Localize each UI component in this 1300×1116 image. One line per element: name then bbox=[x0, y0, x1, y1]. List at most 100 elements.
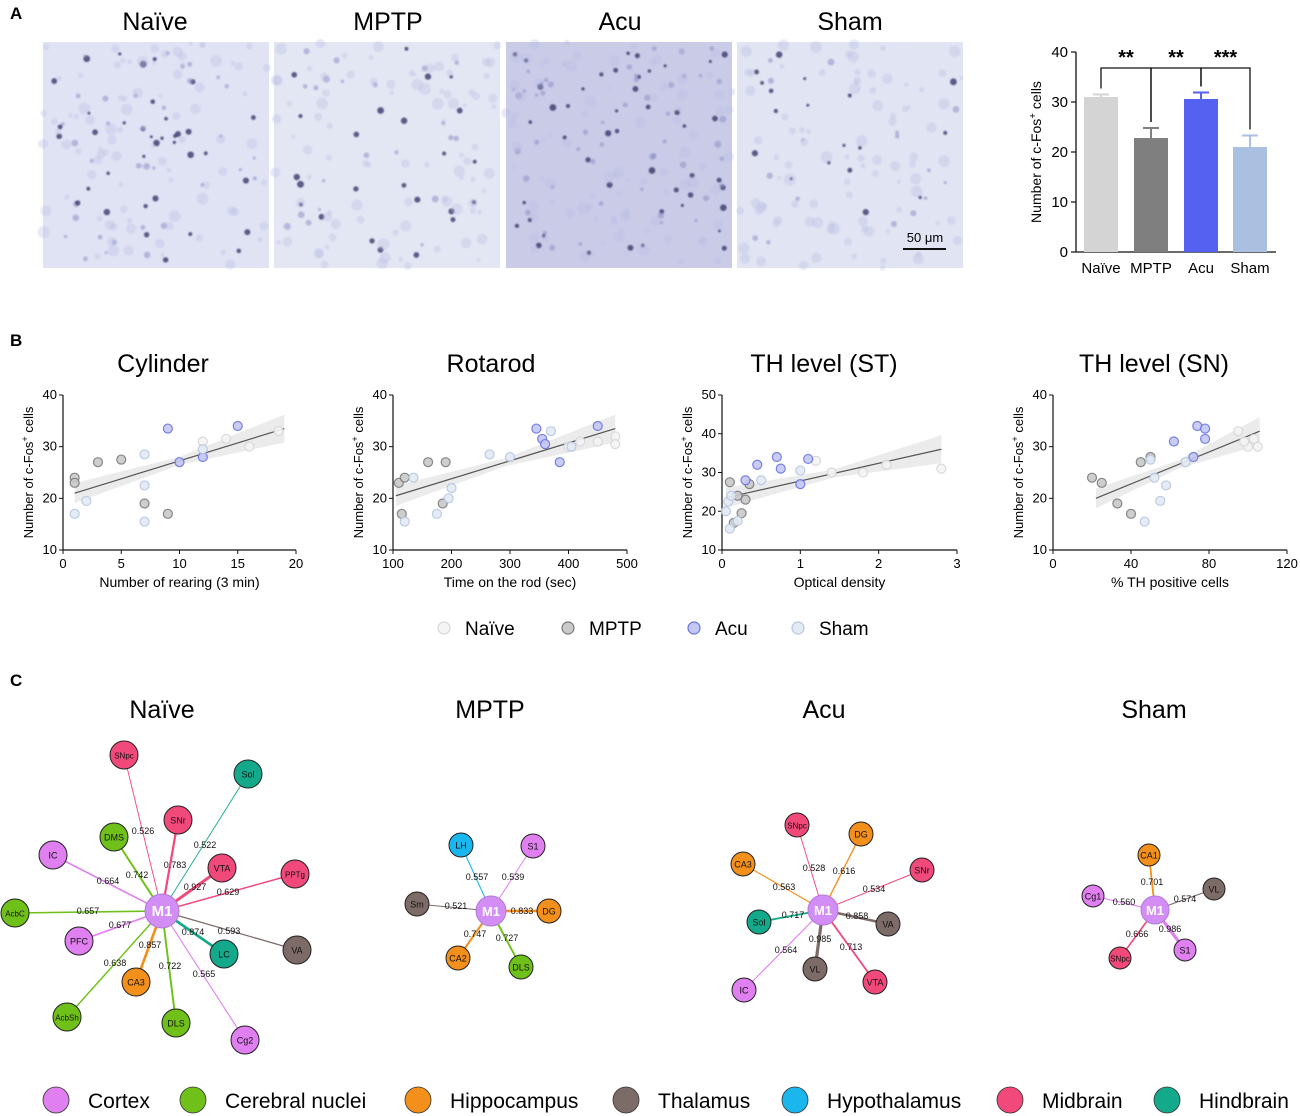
node-label: VA bbox=[882, 920, 893, 930]
nucleus bbox=[89, 158, 94, 164]
background-cell bbox=[713, 220, 724, 231]
legend-marker bbox=[437, 621, 451, 635]
background-cell bbox=[935, 221, 940, 226]
background-cell bbox=[389, 90, 395, 95]
background-cell bbox=[676, 72, 689, 85]
nucleus bbox=[590, 158, 596, 165]
node-circle bbox=[38, 840, 68, 870]
background-cell bbox=[872, 154, 883, 166]
background-cell bbox=[285, 224, 292, 231]
edge-weight: 0.560 bbox=[1113, 897, 1136, 907]
background-cell bbox=[295, 197, 306, 208]
background-cell bbox=[660, 82, 669, 91]
node-lc: LC bbox=[209, 939, 239, 969]
nucleus bbox=[302, 84, 308, 89]
background-cell bbox=[488, 93, 498, 103]
edge-weight: 0.742 bbox=[126, 870, 149, 880]
edge-snpc bbox=[123, 754, 163, 912]
edge-weight: 0.664 bbox=[97, 876, 120, 886]
y-axis-label: Number of c-Fos+ cells bbox=[1028, 81, 1044, 223]
point-naive bbox=[936, 463, 947, 474]
edge-weight: 0.657 bbox=[77, 906, 100, 916]
y-tick-label: 30 bbox=[1051, 94, 1068, 111]
background-cell bbox=[625, 178, 630, 183]
nucleus bbox=[767, 77, 774, 84]
nucleus bbox=[298, 113, 303, 119]
nucleus bbox=[252, 156, 256, 160]
background-cell bbox=[119, 205, 128, 214]
legend-label: Cerebral nuclei bbox=[225, 1090, 366, 1113]
nucleus bbox=[143, 251, 151, 259]
point-acu bbox=[554, 457, 565, 468]
background-cell bbox=[328, 233, 337, 242]
node-ca2: CA2 bbox=[445, 945, 471, 971]
background-cell bbox=[195, 234, 203, 242]
nucleus bbox=[721, 51, 728, 58]
nucleus bbox=[680, 203, 684, 207]
y-tick-label: 40 bbox=[373, 387, 387, 402]
point-mptp bbox=[69, 477, 80, 488]
nucleus bbox=[420, 242, 424, 247]
nucleus bbox=[622, 102, 628, 108]
background-cell bbox=[418, 83, 431, 95]
background-cell bbox=[225, 259, 236, 270]
edge-dls bbox=[161, 910, 177, 1024]
background-cell bbox=[606, 85, 612, 91]
nucleus bbox=[442, 151, 447, 156]
legend-marker bbox=[561, 621, 575, 635]
background-cell bbox=[439, 88, 445, 94]
background-cell bbox=[747, 69, 756, 77]
point-acu bbox=[592, 420, 603, 432]
nucleus bbox=[203, 151, 208, 156]
background-cell bbox=[603, 171, 615, 184]
nucleus bbox=[431, 195, 439, 203]
background-cell bbox=[324, 244, 330, 250]
node-ca1: CA1 bbox=[1137, 843, 1161, 867]
background-cell bbox=[431, 97, 444, 110]
nucleus bbox=[633, 73, 639, 79]
network-acu: Acu 0.528 SNpc 0.616 DG 0.563 CA3 0.534 SNr 0.717… bbox=[730, 696, 935, 1003]
node-vl: VL bbox=[1202, 877, 1226, 901]
nucleus bbox=[51, 78, 58, 84]
node-circle bbox=[862, 969, 888, 995]
scatter-plot-4: TH level (SN) 10 20 30 40 0 40 80 120 % TH positi… bbox=[1010, 350, 1298, 590]
edge-weight: 0.858 bbox=[846, 911, 869, 921]
background-cell bbox=[564, 208, 575, 218]
background-cell bbox=[896, 206, 903, 213]
nucleus bbox=[549, 104, 557, 111]
background-cell bbox=[107, 135, 117, 145]
background-cell bbox=[106, 236, 117, 247]
nucleus bbox=[894, 134, 900, 139]
background-cell bbox=[94, 253, 101, 260]
background-cell bbox=[510, 50, 523, 63]
point-acu bbox=[531, 423, 542, 434]
nucleus bbox=[71, 139, 79, 147]
background-cell bbox=[126, 223, 137, 234]
background-cell bbox=[40, 205, 52, 217]
point-acu bbox=[795, 479, 806, 490]
background-cell bbox=[584, 95, 597, 107]
node-sol: Sol bbox=[746, 909, 772, 935]
nucleus bbox=[104, 251, 108, 255]
y-tick-label: 50 bbox=[702, 387, 716, 402]
background-cell bbox=[585, 203, 594, 212]
background-cell bbox=[261, 179, 268, 186]
background-cell bbox=[132, 87, 143, 98]
point-sham bbox=[1155, 495, 1166, 507]
node-circle bbox=[508, 954, 534, 980]
background-cell bbox=[398, 257, 404, 262]
background-cell bbox=[104, 220, 115, 231]
background-cell bbox=[459, 152, 465, 158]
nucleus bbox=[651, 152, 657, 159]
node-label: DG bbox=[542, 907, 556, 917]
nucleus bbox=[716, 78, 722, 85]
node-label: DLS bbox=[167, 1019, 185, 1029]
node-sm: Sm bbox=[404, 891, 430, 917]
node-circle bbox=[909, 857, 935, 883]
nucleus bbox=[60, 122, 65, 127]
background-cell bbox=[652, 54, 662, 64]
point-sham bbox=[732, 515, 743, 527]
edge-weight: 0.986 bbox=[1159, 924, 1182, 934]
background-cell bbox=[912, 253, 924, 265]
